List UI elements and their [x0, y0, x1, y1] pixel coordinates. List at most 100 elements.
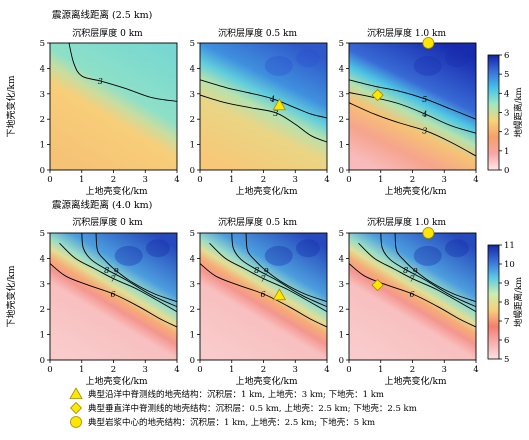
colorbar: 0 1 2 3 4 5 6 地幔距离/km [487, 51, 524, 176]
panel-field [200, 43, 327, 170]
contour-label: 8 [403, 266, 408, 275]
colorbar-tick-label: 8 [504, 298, 509, 308]
legend: 典型沿洋中脊测线的地壳结构：沉积层：1 km, 上地壳：3 km; 下地壳：1 … [69, 387, 417, 428]
contour-line [245, 233, 327, 303]
x-tick-label: 1 [79, 175, 84, 185]
triangle-marker [272, 98, 287, 111]
colorbar-tick-label: 10 [504, 260, 515, 270]
colorbar-tick-label: 7 [504, 317, 509, 327]
y-tick-label: 1 [40, 141, 45, 151]
contour-label: 8 [104, 266, 109, 275]
panel: 沉积层厚度 0 km 3 0 1 2 3 4 0 1 2 3 4 5 上地壳变化/km [40, 27, 180, 197]
x-tick-label: 0 [47, 365, 52, 375]
contour-line [59, 242, 177, 313]
texture-blob [444, 49, 469, 68]
x-tick-label: 1 [378, 175, 383, 185]
triangle-marker [272, 288, 287, 301]
x-tick-label: 2 [410, 175, 415, 185]
y-tick-label: 5 [190, 229, 195, 239]
colorbar: 5 6 7 8 9 10 11 地幔距离/km [487, 241, 524, 365]
panel-field [349, 233, 476, 360]
contour-label: 3 [273, 109, 278, 118]
x-tick-label: 2 [410, 365, 415, 375]
legend-entry: 典型岩浆中心的地壳结构：沉积层：1 km, 上地壳：2.5 km; 下地壳：5 … [88, 417, 375, 428]
contour-line [349, 79, 476, 120]
contour-line [81, 233, 177, 308]
colorbar-label: 地幔距离/km [513, 277, 524, 327]
y-tick-label: 0 [339, 356, 344, 366]
x-tick-label: 3 [143, 175, 148, 185]
y-tick-label: 1 [190, 331, 195, 341]
texture-blob [444, 239, 469, 258]
panel: 沉积层厚度 1.0 km 987 6 0 1 2 3 4 0 1 2 3 4 5 上地壳变化/km [339, 216, 479, 387]
contour-line [358, 242, 476, 313]
contour-line [349, 102, 476, 157]
x-tick-label: 4 [174, 365, 179, 375]
panel-subtitle: 沉积层厚度 0.5 km [218, 27, 297, 39]
y-tick-label: 5 [339, 39, 344, 49]
y-tick-label: 2 [339, 115, 344, 125]
texture-blob [264, 245, 293, 266]
row-title: 震源离线距离 (4.0 km) [52, 199, 152, 211]
colorbar-tick-label: 6 [504, 336, 509, 346]
x-tick-label: 2 [111, 365, 116, 375]
colorbar-tick-label: 0 [504, 166, 509, 176]
contour-line [349, 92, 476, 134]
texture-blob [114, 245, 143, 266]
colorbar-tick-label: 2 [504, 128, 509, 138]
y-tick-label: 0 [339, 166, 344, 176]
y-tick-label: 4 [339, 254, 344, 264]
contour-label: 8 [254, 266, 259, 275]
panel-texture [264, 239, 320, 266]
colorbar-tick-label: 3 [504, 109, 509, 119]
circle-marker [422, 227, 435, 239]
contour-line [231, 233, 327, 308]
x-tick-label: 0 [47, 175, 52, 185]
diamond-marker [69, 401, 83, 415]
y-tick-label: 5 [190, 39, 195, 49]
contour-label: 6 [410, 290, 415, 299]
contour-line [200, 79, 327, 119]
contour-line [68, 43, 177, 102]
y-axis-label: 下地壳变化/km [5, 75, 17, 137]
x-tick-label: 3 [143, 365, 148, 375]
panel-field [200, 233, 327, 360]
colorbar-tick-label: 4 [504, 89, 509, 99]
contour-label: 4 [421, 110, 427, 119]
y-tick-label: 0 [190, 166, 195, 176]
circle-marker [422, 37, 435, 49]
x-tick-label: 2 [261, 365, 266, 375]
panel-field [50, 233, 177, 360]
y-tick-label: 3 [339, 280, 344, 290]
circle-marker [70, 416, 82, 428]
contour-line [349, 263, 476, 328]
x-tick-label: 0 [197, 175, 202, 185]
y-tick-label: 0 [40, 166, 45, 176]
texture-blob [264, 55, 293, 76]
colorbar-ramp [487, 54, 500, 171]
colorbar-label: 地幔距离/km [513, 87, 524, 137]
contour-label: 9 [114, 267, 119, 276]
contour-label: 9 [264, 267, 269, 276]
contour-line [394, 233, 476, 303]
y-tick-label: 3 [40, 90, 45, 100]
row-title: 震源离线距离 (2.5 km) [52, 9, 152, 21]
y-axis-label: 下地壳变化/km [5, 265, 17, 327]
x-tick-label: 0 [346, 365, 351, 375]
panel: 沉积层厚度 0.5 km 987 6 0 1 2 3 4 0 1 2 3 4 5 上地壳变化/km [190, 216, 330, 387]
panel-texture [413, 49, 469, 76]
x-tick-label: 0 [197, 365, 202, 375]
panel-texture [114, 239, 170, 266]
contours: 3 [68, 43, 177, 102]
contour-line [209, 242, 327, 313]
texture-blob [413, 55, 442, 76]
x-axis-label: 上地壳变化/km [235, 185, 297, 197]
panel-subtitle: 沉积层厚度 1.0 km [367, 27, 446, 39]
y-tick-label: 4 [40, 64, 45, 74]
y-tick-label: 4 [190, 64, 195, 74]
contour-label: 9 [413, 267, 418, 276]
contour-label: 7 [261, 275, 267, 284]
contour-label: 5 [422, 95, 427, 104]
contours: 987 6 [349, 233, 476, 328]
